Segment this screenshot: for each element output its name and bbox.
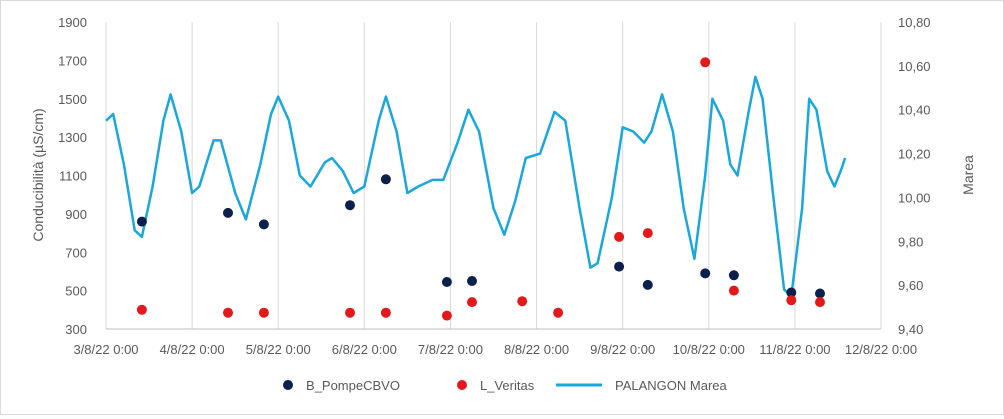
point-b-pompecbvo xyxy=(786,287,797,298)
y-left-tick-label: 900 xyxy=(65,207,87,222)
y-left-tick-label: 1900 xyxy=(58,15,87,30)
point-l-veritas xyxy=(786,295,797,306)
y-left-tick-labels: 300 500 700 900 1100 1300 1500 1700 1900 xyxy=(58,15,87,337)
x-tick-label: 9/8/22 0:00 xyxy=(590,342,655,357)
point-l-veritas xyxy=(380,307,391,318)
y-right-axis-title: Marea xyxy=(960,155,976,195)
y-left-tick-label: 1100 xyxy=(59,169,87,184)
point-b-pompecbvo xyxy=(815,288,825,299)
point-b-pompecbvo xyxy=(642,279,653,290)
point-b-pompecbvo xyxy=(380,174,391,185)
point-l-veritas xyxy=(553,307,564,318)
point-b-pompecbvo xyxy=(345,200,355,211)
y-left-tick-label: 1500 xyxy=(58,92,87,107)
y-left-tick-label: 500 xyxy=(65,284,87,299)
y-right-tick-labels: 9,40 9,60 9,80 10,00 10,20 10,40 10,60 10,80 xyxy=(898,15,931,337)
point-b-pompecbvo xyxy=(223,207,233,218)
grid-lines xyxy=(105,22,882,329)
legend-label-l-veritas: L_Veritas xyxy=(480,378,535,393)
x-tick-label: 12/8/22 0:00 xyxy=(845,342,917,357)
legend-label-palangon-marea: PALANGON Marea xyxy=(615,378,728,393)
point-l-veritas xyxy=(517,296,528,307)
point-l-veritas xyxy=(258,307,269,318)
y-left-tick-label: 1300 xyxy=(58,130,87,145)
series-line-palangon-marea xyxy=(105,75,847,298)
point-l-veritas xyxy=(614,231,625,242)
legend: B_PompeCBVO L_Veritas PALANGON Marea xyxy=(283,378,728,393)
point-l-veritas xyxy=(815,297,825,308)
y-right-tick-label: 10,20 xyxy=(898,147,931,162)
point-l-veritas xyxy=(223,307,233,318)
y-right-tick-label: 9,60 xyxy=(898,278,923,293)
y-left-axis-title: Conducibilità (µS/cm) xyxy=(30,108,46,241)
y-left-tick-label: 1700 xyxy=(58,53,87,68)
point-l-veritas xyxy=(728,285,739,296)
x-tick-label: 5/8/22 0:00 xyxy=(246,342,311,357)
point-b-pompecbvo xyxy=(136,216,147,227)
point-b-pompecbvo xyxy=(258,219,269,230)
point-b-pompecbvo xyxy=(700,268,711,279)
series-layer xyxy=(105,57,847,321)
x-tick-label: 8/8/22 0:00 xyxy=(504,342,569,357)
legend-marker-b-pompecbvo xyxy=(283,380,293,390)
y-right-tick-label: 10,40 xyxy=(898,103,931,118)
point-l-veritas xyxy=(642,228,653,239)
x-tick-label: 11/8/22 0:00 xyxy=(759,342,830,357)
point-b-pompecbvo xyxy=(441,277,452,287)
y-right-tick-label: 10,00 xyxy=(898,190,931,205)
point-l-veritas xyxy=(136,304,147,315)
y-left-tick-label: 300 xyxy=(65,322,87,337)
point-b-pompecbvo xyxy=(614,261,625,272)
y-left-tick-label: 700 xyxy=(65,245,87,260)
x-tick-label: 3/8/22 0:00 xyxy=(73,342,138,357)
x-tick-label: 4/8/22 0:00 xyxy=(160,342,225,357)
legend-marker-l-veritas xyxy=(457,380,467,390)
point-b-pompecbvo xyxy=(467,276,477,286)
x-tick-label: 6/8/22 0:00 xyxy=(332,342,397,357)
point-l-veritas xyxy=(467,297,477,308)
point-l-veritas xyxy=(700,57,711,68)
x-tick-label: 10/8/22 0:00 xyxy=(673,342,745,357)
point-l-veritas xyxy=(441,310,452,321)
y-right-tick-label: 9,80 xyxy=(898,234,923,249)
y-right-tick-label: 10,80 xyxy=(898,15,931,30)
y-right-tick-label: 10,60 xyxy=(898,59,931,74)
legend-label-b-pompecbvo: B_PompeCBVO xyxy=(306,378,400,393)
point-l-veritas xyxy=(345,307,355,318)
point-b-pompecbvo xyxy=(728,270,739,281)
x-tick-label: 7/8/22 0:00 xyxy=(418,342,483,357)
x-tick-labels: 3/8/22 0:00 4/8/22 0:00 5/8/22 0:00 6/8/22 … xyxy=(73,342,917,357)
y-right-tick-label: 9,40 xyxy=(898,322,923,337)
